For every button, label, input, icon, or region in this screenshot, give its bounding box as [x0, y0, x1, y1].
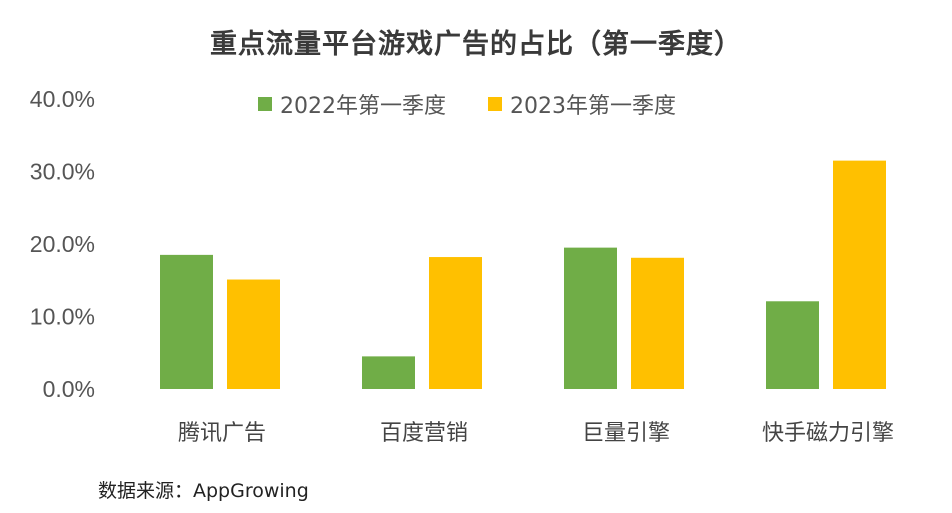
bar-2022-0: [160, 254, 213, 389]
y-tick-label: 0.0%: [43, 376, 95, 402]
legend-label-2022: 2022年第一季度: [280, 94, 446, 119]
legend-label-2023: 2023年第一季度: [510, 94, 676, 119]
y-tick-label: 10.0%: [30, 304, 95, 330]
legend-swatch-2022: [258, 97, 272, 111]
bar-2022-2: [564, 247, 617, 389]
y-tick-label: 30.0%: [30, 159, 95, 185]
x-category-label: 百度营销: [380, 421, 468, 446]
y-tick-label: 40.0%: [30, 86, 95, 112]
legend-item-2023: 2023年第一季度: [488, 88, 676, 120]
source-note: 数据来源：AppGrowing: [98, 480, 309, 502]
bar-2022-1: [362, 356, 415, 389]
x-category-label: 巨量引擎: [582, 421, 670, 446]
bar-2023-3: [833, 160, 886, 389]
bar-2023-0: [227, 279, 280, 389]
chart-title: 重点流量平台游戏广告的占比（第一季度）: [210, 29, 742, 60]
legend-swatch-2023: [488, 97, 502, 111]
legend-item-2022: 2022年第一季度: [258, 88, 446, 120]
y-tick-label: 20.0%: [30, 231, 95, 257]
x-category-label: 快手磁力引擎: [762, 421, 894, 446]
x-category-label: 腾讯广告: [178, 421, 266, 446]
bar-2023-1: [429, 257, 482, 389]
chart-legend: 2022年第一季度 2023年第一季度: [258, 88, 718, 120]
bar-2023-2: [631, 257, 684, 389]
bar-2022-3: [766, 301, 819, 389]
